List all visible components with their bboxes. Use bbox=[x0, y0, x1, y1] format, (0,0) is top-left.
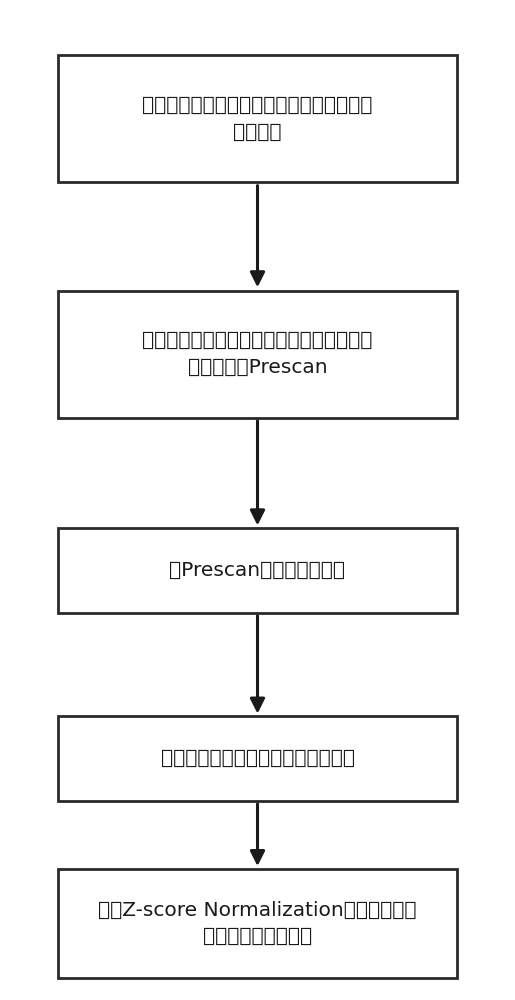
Text: 高斯滤波得到滤波完毕的危险参数集: 高斯滤波得到滤波完毕的危险参数集 bbox=[161, 749, 354, 768]
Text: 采用Z-score Normalization方法对危险参
数进行标准化处理：: 采用Z-score Normalization方法对危险参 数进行标准化处理： bbox=[98, 901, 417, 946]
Bar bbox=[58, 869, 457, 978]
Text: 在Prescan中进行模拟测试: 在Prescan中进行模拟测试 bbox=[169, 561, 346, 580]
Bar bbox=[58, 716, 457, 801]
Bar bbox=[58, 291, 457, 418]
Text: 将步骤一中确定的测试场景的要素的参数数
据提取输入Prescan: 将步骤一中确定的测试场景的要素的参数数 据提取输入Prescan bbox=[142, 331, 373, 377]
Bar bbox=[58, 528, 457, 613]
Bar bbox=[58, 55, 457, 182]
Text: 离散化处理超声波雷达硬件在环测试场景要
素的参数: 离散化处理超声波雷达硬件在环测试场景要 素的参数 bbox=[142, 96, 373, 142]
